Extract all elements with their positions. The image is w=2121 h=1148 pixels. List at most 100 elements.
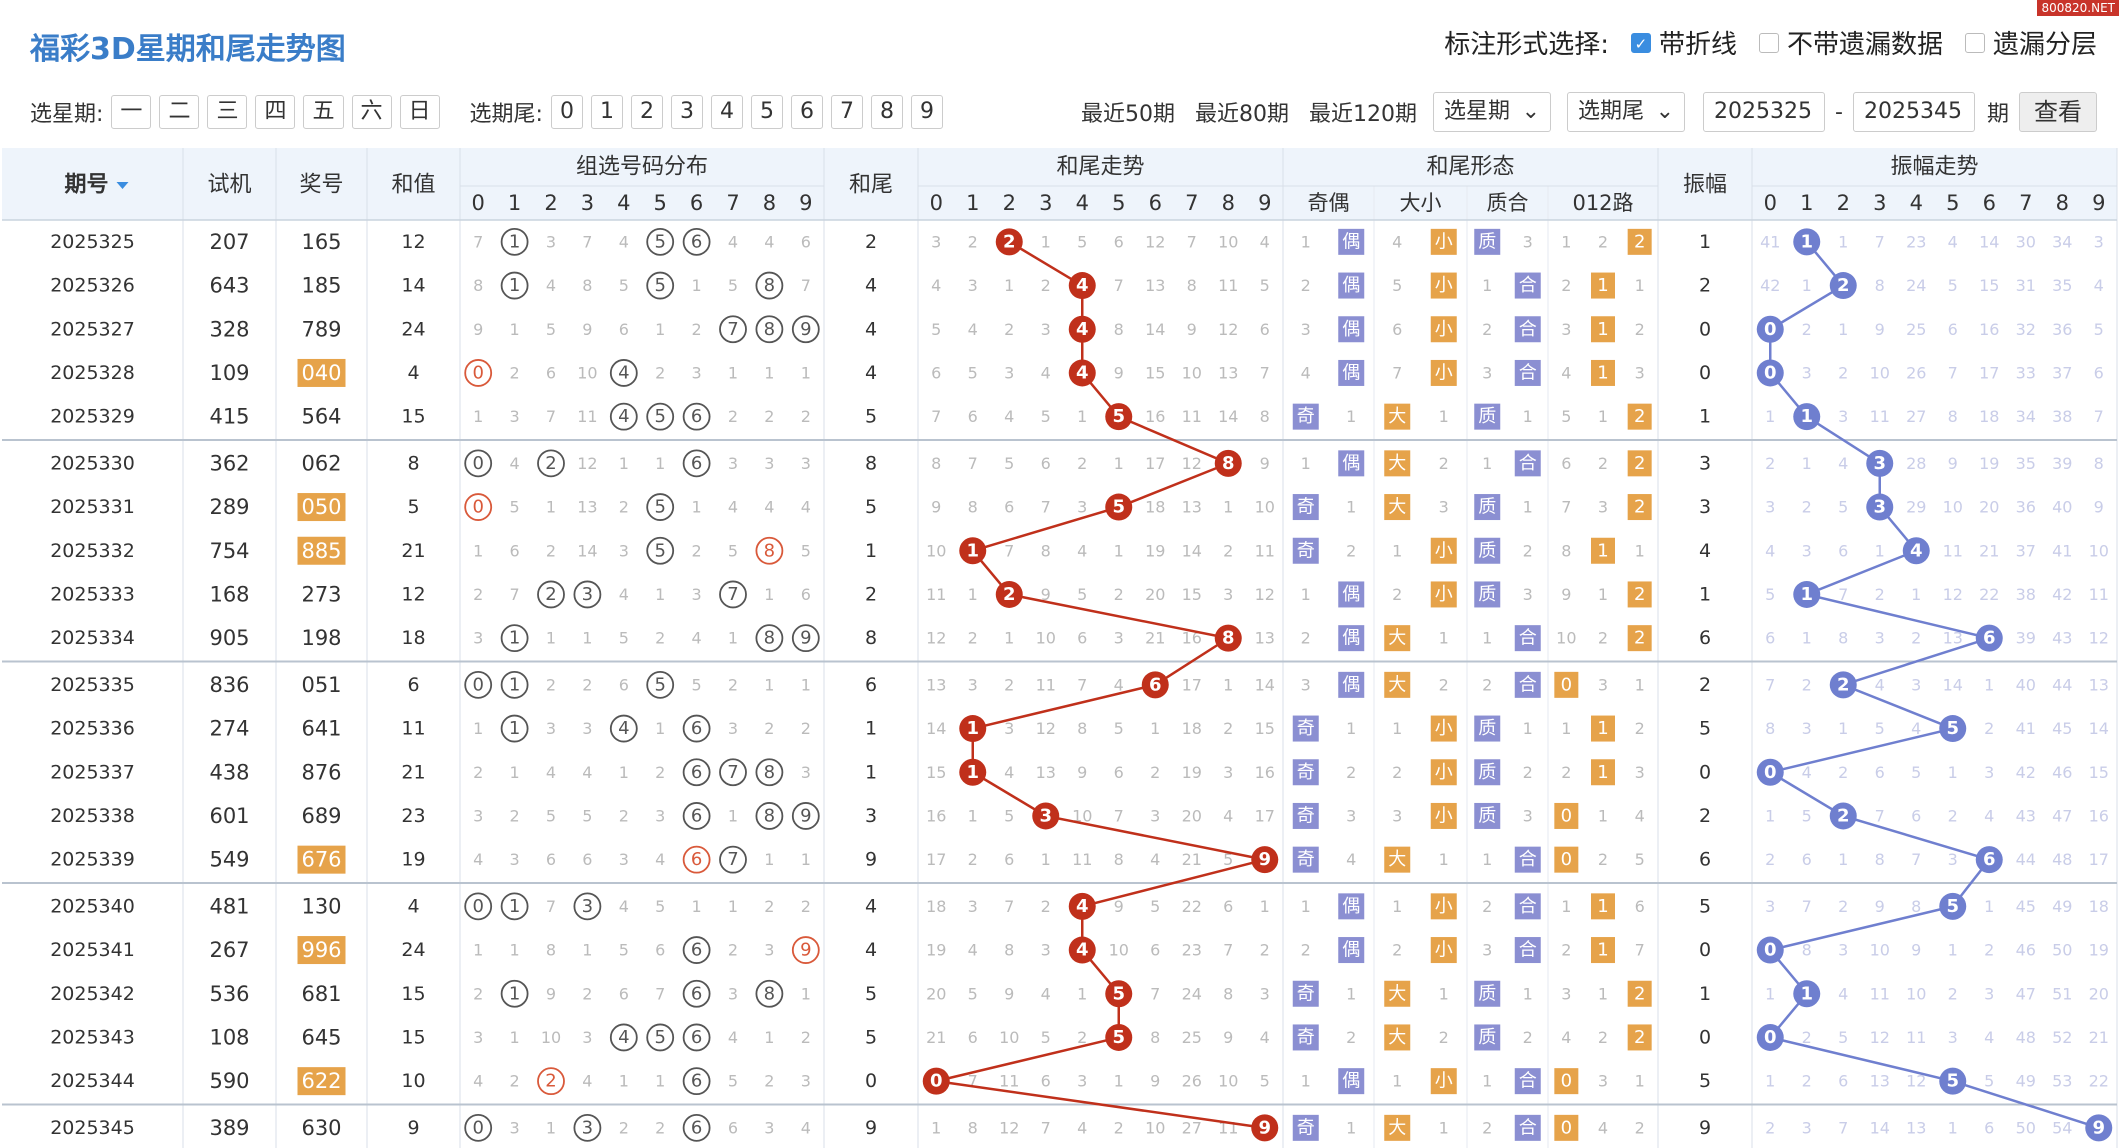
amp-miss: 52 (2052, 1028, 2072, 1047)
prime-comp-miss: 2 (1482, 1118, 1492, 1137)
trend-miss: 7 (1150, 984, 1160, 1003)
view-button[interactable]: 查看 (2019, 92, 2097, 132)
trend-miss: 4 (1041, 363, 1051, 382)
trend-miss: 24 (1182, 984, 1202, 1003)
size-miss: 1 (1439, 984, 1449, 1003)
checkbox-checked-icon[interactable]: ✓ (1630, 32, 1651, 53)
tail-ball-number: 2 (1003, 231, 1016, 252)
trend-miss: 17 (1182, 675, 1202, 694)
dist-miss: 7 (510, 585, 520, 604)
amp-miss: 2 (1802, 675, 1812, 694)
prize-cell: 622 (301, 1069, 341, 1093)
trend-miss: 8 (968, 498, 978, 517)
weekday-button[interactable]: 一 (111, 95, 152, 129)
tail-select[interactable]: 选期尾 ⌄ (1567, 92, 1686, 132)
trend-miss: 13 (1145, 276, 1165, 295)
amp-miss: 6 (1911, 806, 1921, 825)
dist-ball-number: 4 (618, 718, 629, 739)
amp-miss: 8 (1875, 850, 1885, 869)
route-badge (1554, 1068, 1579, 1095)
dist-miss: 4 (546, 276, 556, 295)
recent-50-link[interactable]: 最近50期 (1081, 102, 1176, 127)
prize-highlight (297, 936, 346, 965)
to-issue-input[interactable]: 2025345 (1852, 92, 1975, 132)
dist-miss: 1 (655, 320, 665, 339)
dist-ball-number: 6 (691, 849, 702, 870)
from-issue-input[interactable]: 2025325 (1703, 92, 1826, 132)
tail-button[interactable]: 3 (670, 95, 703, 129)
size-miss: 2 (1392, 941, 1402, 960)
trend-miss: 9 (1041, 585, 1051, 604)
tail-button[interactable]: 9 (910, 95, 943, 129)
size-badge (1430, 1068, 1457, 1095)
weekday-button[interactable]: 二 (159, 95, 200, 129)
tail-button[interactable]: 4 (710, 95, 743, 129)
weekday-button[interactable]: 六 (351, 95, 392, 129)
dist-miss: 1 (582, 941, 592, 960)
trend-miss: 18 (1182, 719, 1202, 738)
weekday-button[interactable]: 日 (399, 95, 440, 129)
trend-miss: 6 (1041, 454, 1051, 473)
tail-button[interactable]: 0 (550, 95, 583, 129)
tail-button[interactable]: 8 (870, 95, 903, 129)
dist-miss: 1 (619, 454, 629, 473)
tail-button[interactable]: 2 (630, 95, 663, 129)
dist-miss: 1 (619, 763, 629, 782)
option-no-miss[interactable]: 不带遗漏数据 (1758, 24, 1943, 61)
amp-miss: 13 (1870, 1072, 1890, 1091)
weekday-button[interactable]: 四 (255, 95, 296, 129)
sum-cell: 10 (401, 1070, 425, 1092)
amp-miss: 8 (1948, 407, 1958, 426)
amp-miss: 44 (2052, 675, 2072, 694)
odd-even-badge (1338, 671, 1365, 698)
tail-button[interactable]: 5 (750, 95, 783, 129)
recent-80-link[interactable]: 最近80期 (1195, 102, 1290, 127)
tail-button[interactable]: 1 (590, 95, 623, 129)
issue-cell: 2025331 (50, 496, 135, 518)
amp-miss: 2 (1838, 763, 1848, 782)
amp-miss: 10 (1870, 363, 1890, 382)
weekday-button[interactable]: 五 (303, 95, 344, 129)
prize-cell: 185 (301, 274, 341, 298)
tail-button[interactable]: 6 (790, 95, 823, 129)
prime-comp-miss: 2 (1482, 897, 1492, 916)
option-line[interactable]: ✓ 带折线 (1630, 24, 1737, 61)
trend-miss: 10 (1255, 498, 1275, 517)
trend-miss: 1 (1004, 276, 1014, 295)
odd-even-miss: 3 (1301, 675, 1311, 694)
tail-button[interactable]: 7 (830, 95, 863, 129)
amp-miss: 1 (1911, 585, 1921, 604)
odd-even-badge-text: 偶 (1342, 231, 1360, 252)
checkbox-icon[interactable] (1964, 32, 1985, 53)
amp-miss: 1 (1838, 320, 1848, 339)
dist-ball (755, 624, 784, 653)
amp-miss: 9 (1875, 320, 1885, 339)
recent-120-link[interactable]: 最近120期 (1309, 102, 1418, 127)
dist-miss: 1 (510, 763, 520, 782)
weekday-select[interactable]: 选星期 ⌄ (1433, 92, 1552, 132)
weekday-button[interactable]: 三 (207, 95, 248, 129)
filter-bar: 选星期: 一 二 三 四 五 六 日 选期尾: 0 1 2 3 4 5 6 7 … (30, 90, 2097, 134)
dist-miss: 1 (801, 675, 811, 694)
dist-ball (609, 402, 638, 431)
trial-cell: 267 (209, 938, 249, 962)
prime-comp-miss: 2 (1523, 541, 1533, 560)
option-layer[interactable]: 遗漏分层 (1964, 24, 2097, 61)
amp-miss: 1 (1948, 1118, 1958, 1137)
dist-miss: 2 (728, 941, 738, 960)
prime-comp-badge (1514, 893, 1541, 920)
odd-even-miss: 2 (1301, 629, 1311, 648)
dist-ball-number: 6 (691, 805, 702, 826)
size-badge-text: 小 (1435, 362, 1453, 383)
checkbox-icon[interactable] (1758, 32, 1779, 53)
prime-comp-badge-text: 合 (1519, 628, 1537, 649)
dist-miss: 4 (510, 454, 520, 473)
trend-miss: 15 (1145, 363, 1165, 382)
amp-miss: 29 (1906, 498, 1926, 517)
amp-miss: 21 (1979, 541, 1999, 560)
amp-ball-number: 0 (1764, 940, 1777, 961)
amp-miss: 5 (1838, 498, 1848, 517)
dist-miss: 1 (619, 1072, 629, 1091)
trial-cell: 643 (209, 274, 249, 298)
dist-ball (537, 1067, 565, 1096)
